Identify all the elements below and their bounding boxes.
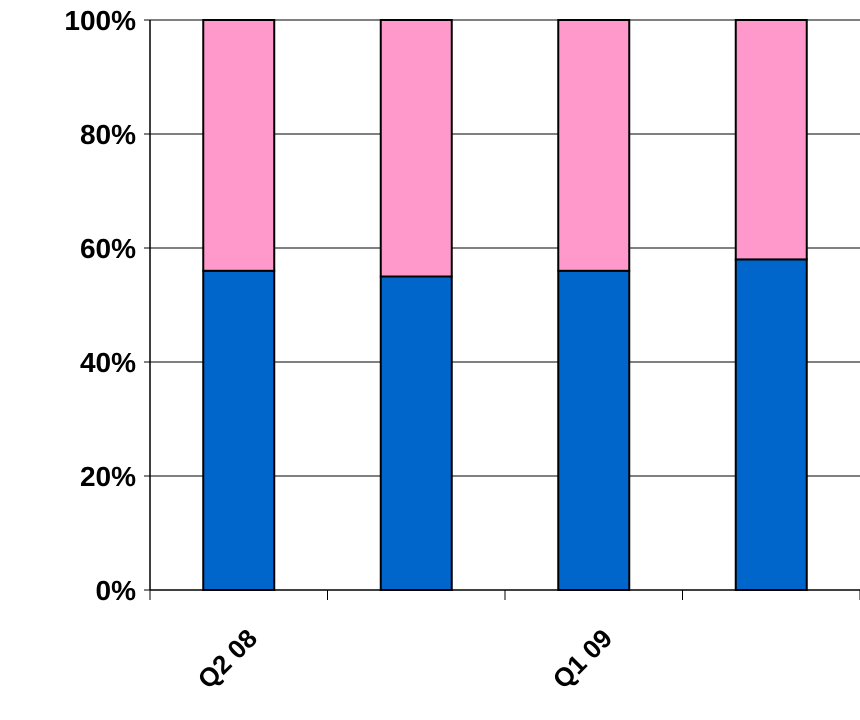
y-tick-label: 0%: [96, 575, 137, 606]
x-tick-label: Q1 09: [547, 623, 618, 694]
y-tick-label: 20%: [80, 461, 136, 492]
bars: [202, 19, 808, 591]
bar-segment-series-2: [734, 19, 808, 261]
y-tick-label: 60%: [80, 233, 136, 264]
bar-segment-series-1: [557, 269, 631, 591]
bar-segment-series-1: [379, 275, 453, 591]
y-tick-label: 100%: [64, 5, 136, 36]
x-tick-marks: [149, 590, 860, 600]
y-tick-label: 80%: [80, 119, 136, 150]
bar-segment-series-1: [202, 269, 276, 591]
bar-segment-series-2: [202, 19, 276, 272]
y-tick-label: 40%: [80, 347, 136, 378]
x-tick-labels: Q2 08 Q1 09: [192, 623, 618, 694]
bar-segment-series-2: [557, 19, 631, 272]
y-tick-labels: 0% 20% 40% 60% 80% 100%: [64, 5, 136, 606]
x-tick-label: Q2 08: [192, 623, 263, 694]
bar-segment-series-1: [734, 258, 808, 591]
bar-segment-series-2: [379, 19, 453, 278]
